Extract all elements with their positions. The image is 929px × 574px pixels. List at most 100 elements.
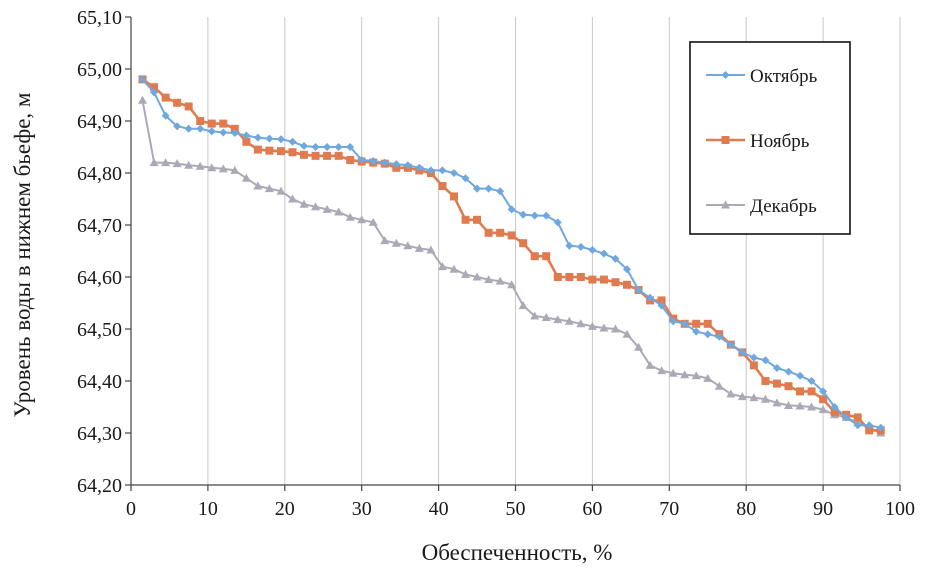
data-point-november — [484, 228, 493, 237]
data-point-november — [161, 93, 170, 102]
data-point-november — [553, 273, 562, 281]
data-point-october — [276, 135, 285, 144]
legend-marker-december — [721, 200, 730, 209]
data-point-october — [288, 137, 297, 146]
data-point-december — [495, 276, 505, 285]
data-point-december — [195, 161, 205, 170]
data-point-december — [345, 212, 355, 221]
legend-item-october: Октябрь — [706, 66, 818, 87]
data-point-november — [519, 239, 528, 248]
data-point-december — [241, 173, 251, 182]
data-point-october — [196, 124, 205, 133]
data-point-december — [276, 186, 286, 195]
data-point-october — [819, 387, 828, 396]
data-point-december — [634, 342, 644, 351]
y-tick-label: 64,90 — [77, 111, 122, 133]
data-point-december — [795, 401, 805, 410]
data-point-october — [449, 169, 458, 177]
data-point-december — [380, 236, 390, 245]
data-point-november — [761, 377, 770, 385]
y-tick-label: 64,30 — [77, 423, 122, 445]
data-point-october — [380, 158, 389, 167]
x-tick-label: 90 — [813, 498, 833, 520]
data-point-december — [334, 207, 344, 216]
data-point-october — [657, 301, 666, 310]
data-point-november — [173, 98, 182, 107]
data-point-october — [853, 421, 862, 430]
data-point-november — [692, 319, 701, 328]
data-point-december — [449, 264, 459, 273]
data-point-december — [564, 316, 574, 325]
data-point-november — [588, 275, 597, 284]
data-point-october — [438, 166, 447, 175]
data-point-november — [230, 124, 239, 133]
data-point-december — [703, 373, 713, 382]
data-point-october — [865, 421, 874, 430]
data-point-october — [588, 245, 597, 254]
data-point-december — [553, 315, 563, 324]
data-point-october — [530, 211, 539, 220]
data-point-october — [542, 211, 551, 220]
data-point-october — [334, 143, 343, 151]
data-point-october — [150, 88, 159, 97]
legend-entries: Октябрь Ноябрь Декабрь — [706, 66, 818, 217]
data-point-december — [218, 164, 228, 173]
data-point-december — [138, 95, 148, 104]
data-point-december — [426, 245, 436, 254]
data-point-december — [357, 215, 367, 224]
data-point-december — [657, 366, 667, 375]
data-point-october — [807, 377, 816, 385]
data-point-october — [623, 265, 632, 274]
data-point-october — [496, 187, 505, 196]
data-point-november — [507, 231, 516, 240]
data-point-december — [530, 311, 540, 320]
x-tick-label: 30 — [352, 498, 372, 520]
data-point-october — [565, 241, 574, 250]
data-point-december — [437, 262, 447, 271]
data-point-october — [646, 293, 655, 302]
data-point-october — [311, 143, 320, 151]
data-point-november — [219, 119, 228, 128]
data-point-november — [807, 387, 816, 396]
data-point-december — [230, 165, 240, 174]
data-point-october — [473, 184, 482, 193]
data-point-november — [657, 296, 666, 305]
x-tick-label: 20 — [275, 498, 295, 520]
data-point-november — [473, 215, 482, 224]
data-point-october — [369, 157, 378, 166]
data-point-december — [518, 301, 528, 310]
data-point-october — [184, 124, 193, 133]
data-point-october — [519, 210, 528, 219]
data-point-november — [323, 151, 332, 160]
data-point-december — [461, 269, 471, 278]
data-point-october — [669, 317, 678, 326]
legend-marker-november — [721, 136, 730, 144]
data-point-december — [172, 159, 182, 168]
y-tick-label: 64,80 — [77, 163, 122, 185]
x-axis-title: Обеспеченность, % — [422, 540, 613, 565]
data-point-december — [599, 323, 609, 332]
data-point-november — [542, 252, 551, 261]
data-point-november — [346, 156, 355, 164]
legend-item-december: Декабрь — [706, 196, 817, 217]
data-point-october — [599, 249, 608, 258]
data-point-october — [484, 184, 493, 193]
x-tick-label: 0 — [126, 498, 136, 520]
data-point-december — [368, 217, 378, 226]
data-point-december — [287, 194, 297, 203]
data-point-october — [842, 413, 851, 422]
data-point-december — [253, 181, 263, 190]
data-point-november — [496, 228, 505, 237]
y-tick-label: 64,40 — [77, 371, 122, 393]
data-point-november — [288, 148, 297, 157]
data-point-december — [783, 400, 793, 409]
data-point-october — [426, 166, 435, 175]
data-point-december — [818, 405, 828, 414]
data-point-december — [507, 280, 517, 289]
data-point-november — [150, 83, 159, 92]
y-tick-label: 65,10 — [77, 7, 122, 29]
data-point-november — [565, 273, 574, 281]
data-point-october — [230, 128, 239, 137]
x-tick-label: 10 — [198, 498, 218, 520]
data-point-october — [715, 332, 724, 341]
